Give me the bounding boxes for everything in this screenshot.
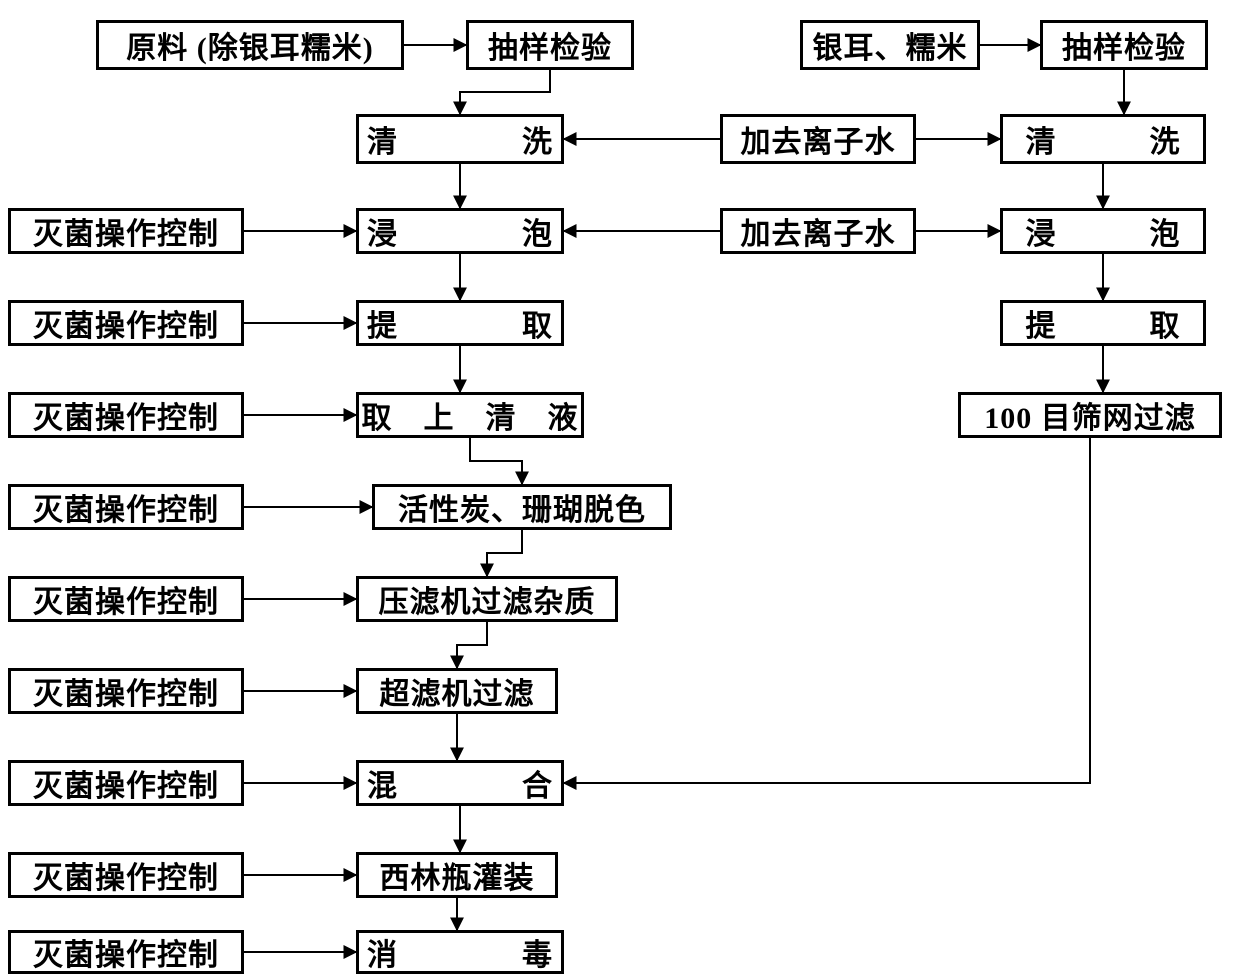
flow-node-decolor: 活性炭、珊瑚脱色 — [372, 484, 672, 530]
flow-node-insp1: 抽样检验 — [466, 20, 634, 70]
flow-node-ctrl1: 灭菌操作控制 — [8, 208, 244, 254]
flow-node-ctrl2: 灭菌操作控制 — [8, 300, 244, 346]
flow-node-fill: 西林瓶灌装 — [356, 852, 558, 898]
flow-node-extract1: 提 取 — [356, 300, 564, 346]
flow-node-super: 取 上 清 液 — [356, 392, 584, 438]
edge-pressf-ultra — [457, 622, 487, 668]
flow-node-wash2: 清 洗 — [1000, 114, 1206, 164]
flow-node-ultra: 超滤机过滤 — [356, 668, 558, 714]
edge-insp1-wash1 — [460, 70, 550, 114]
flow-node-soak1: 浸 泡 — [356, 208, 564, 254]
flow-node-water1: 加去离子水 — [720, 114, 916, 164]
flow-node-water2: 加去离子水 — [720, 208, 916, 254]
flow-node-ctrl8: 灭菌操作控制 — [8, 852, 244, 898]
flow-node-ctrl3: 灭菌操作控制 — [8, 392, 244, 438]
flow-node-yingerg: 银耳、糯米 — [800, 20, 980, 70]
flow-node-pressf: 压滤机过滤杂质 — [356, 576, 618, 622]
flow-node-raw: 原料 (除银耳糯米) — [96, 20, 404, 70]
flow-node-soak2: 浸 泡 — [1000, 208, 1206, 254]
flow-node-mix: 混 合 — [356, 760, 564, 806]
flow-node-wash1: 清 洗 — [356, 114, 564, 164]
edge-super-decolor — [470, 438, 522, 484]
flow-node-ctrl7: 灭菌操作控制 — [8, 760, 244, 806]
flow-node-sieve: 100 目筛网过滤 — [958, 392, 1222, 438]
flow-node-ctrl5: 灭菌操作控制 — [8, 576, 244, 622]
flow-node-insp2: 抽样检验 — [1040, 20, 1208, 70]
flow-node-extract2: 提 取 — [1000, 300, 1206, 346]
flow-node-ctrl4: 灭菌操作控制 — [8, 484, 244, 530]
flow-node-ctrl9: 灭菌操作控制 — [8, 930, 244, 974]
edge-decolor-pressf — [487, 530, 522, 576]
flow-node-ctrl6: 灭菌操作控制 — [8, 668, 244, 714]
flow-node-disinf: 消 毒 — [356, 930, 564, 974]
